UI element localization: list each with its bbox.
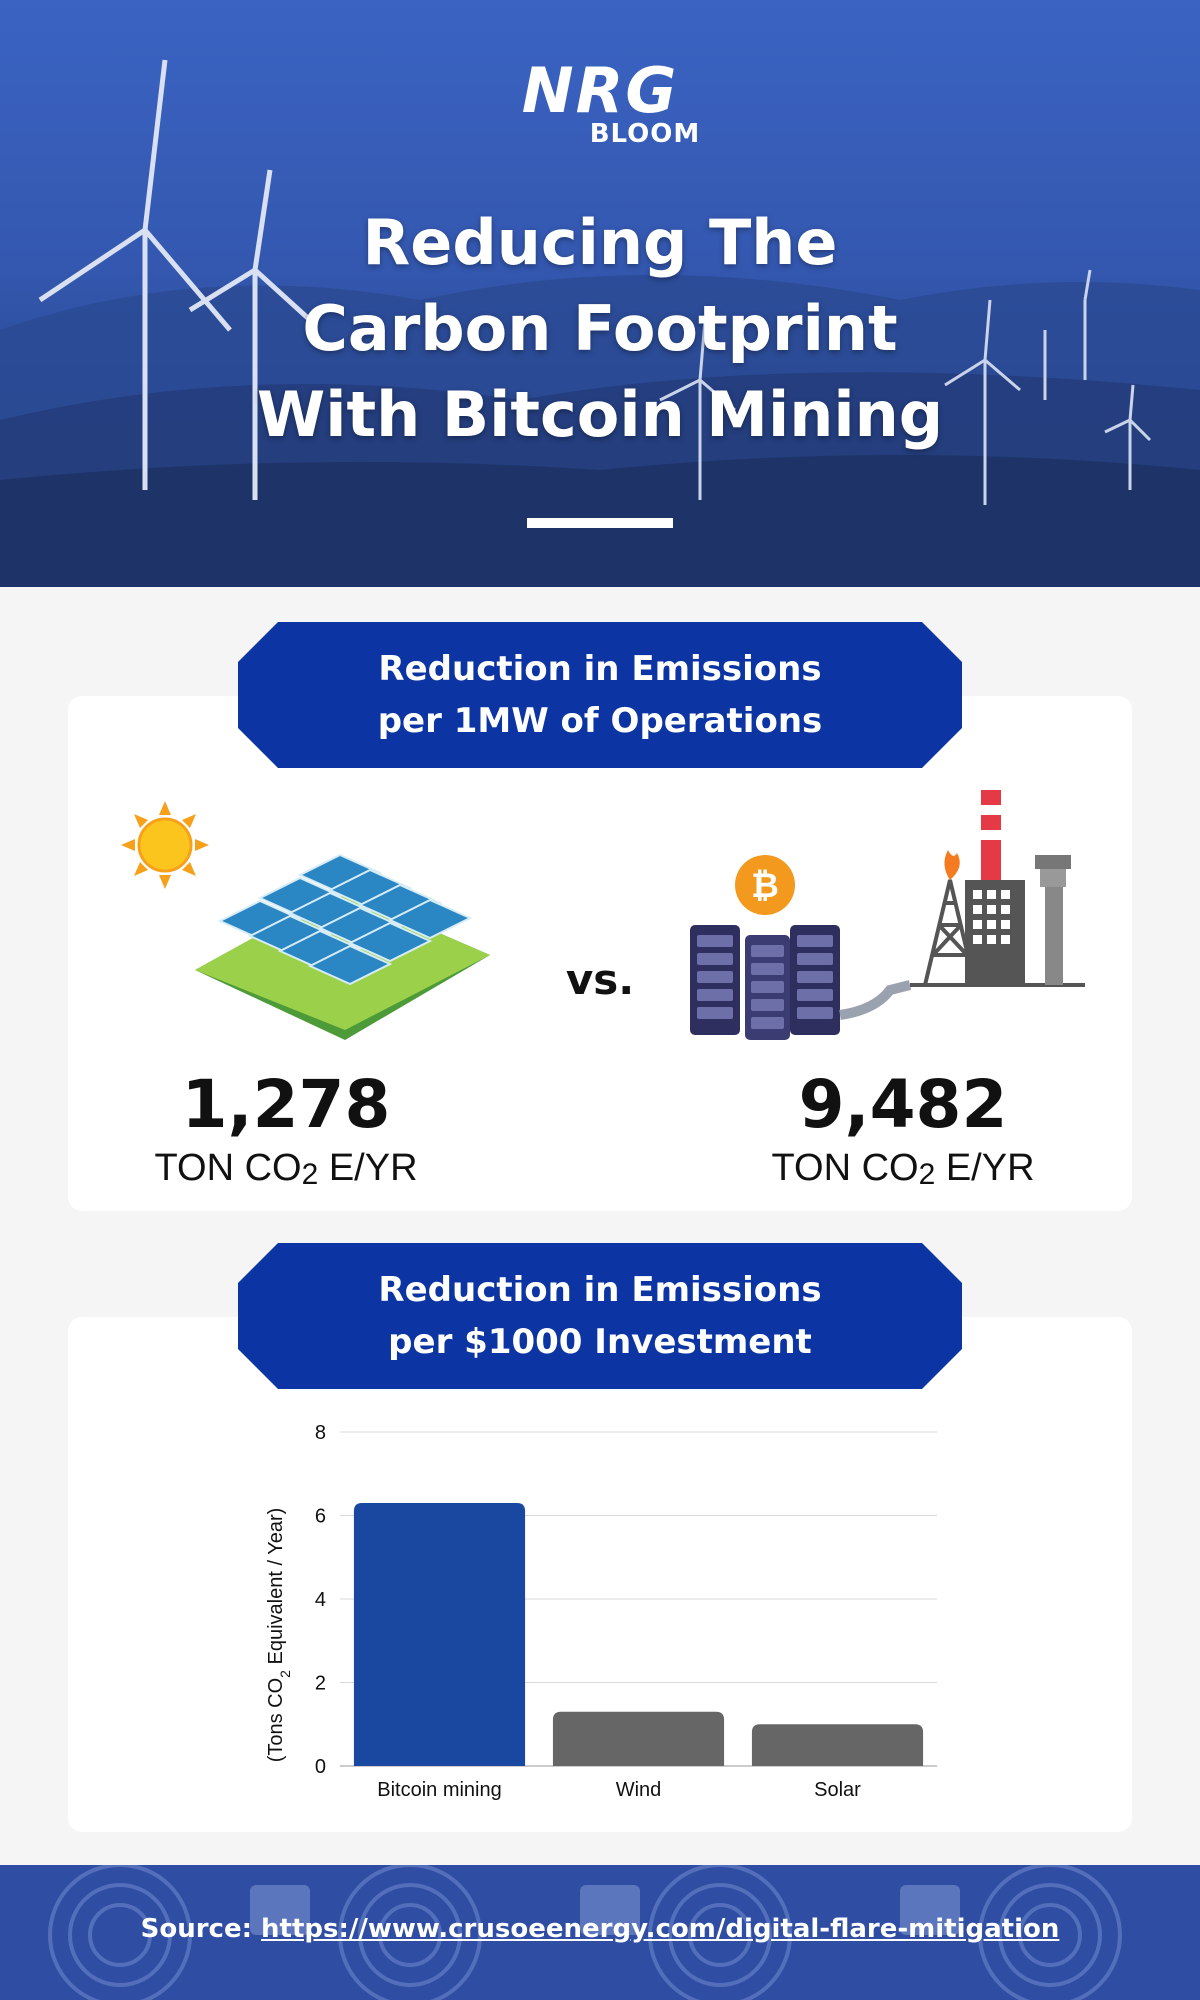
title-line-3: With Bitcoin Mining (256, 378, 944, 451)
source-citation: Source: https://www.crusoeenergy.com/dig… (0, 1914, 1200, 1944)
nrg-bloom-logo: NRG BLOOM (0, 54, 1200, 149)
y-tick-label: 8 (315, 1422, 326, 1444)
banner-line-1: Reduction in Emissions (378, 1270, 822, 1310)
title-line-1: Reducing The (362, 206, 838, 279)
logo-sub-text: BLOOM (589, 119, 701, 149)
footer-section (0, 1865, 1200, 2000)
bitcoin-emissions-unit: TON CO2 E/YR (771, 1147, 1035, 1191)
banner-line-2: per $1000 Investment (388, 1322, 812, 1362)
per-mw-banner: Reduction in Emissions per 1MW of Operat… (238, 622, 962, 768)
mining-hardware-background (48, 1865, 1122, 2000)
title-underline (527, 518, 673, 528)
banner-line-2: per 1MW of Operations (377, 701, 823, 741)
bitcoin-emissions-value: 9,482 (798, 1066, 1008, 1143)
versus-label: vs. (565, 955, 635, 1004)
banner-line-1: Reduction in Emissions (378, 649, 822, 689)
page-title: Reducing The Carbon Footprint With Bitco… (0, 200, 1200, 458)
x-category-label: Solar (814, 1779, 861, 1801)
bar-wind (552, 1711, 725, 1766)
per-investment-banner: Reduction in Emissions per $1000 Investm… (238, 1243, 962, 1389)
solar-emissions-value: 1,278 (181, 1066, 391, 1143)
bar-solar (751, 1724, 924, 1766)
solar-emissions-unit: TON CO2 E/YR (154, 1147, 418, 1191)
source-link[interactable]: https://www.crusoeenergy.com/digital-fla… (261, 1914, 1060, 1944)
x-category-label: Bitcoin mining (377, 1779, 502, 1801)
bitcoin-icon: ₿ (735, 855, 795, 915)
sun-icon (121, 801, 209, 889)
y-axis-label: (Tons CO2 Equivalent / Year) (265, 1508, 293, 1763)
bar-bitcoin-mining (353, 1502, 526, 1766)
bitcoin-flare-mining-icon: ₿ (690, 790, 1085, 1040)
y-tick-label: 4 (315, 1589, 326, 1611)
source-label: Source: (140, 1914, 262, 1944)
title-line-2: Carbon Footprint (302, 292, 898, 365)
solar-farm-icon (121, 801, 490, 1040)
y-tick-label: 6 (315, 1506, 326, 1528)
logo-main-text: NRG (521, 54, 679, 127)
emissions-bar-chart: (Tons CO2 Equivalent / Year) 0 2 4 6 8 Bitcoi… (265, 1422, 937, 1801)
factory-icon (965, 790, 1071, 985)
y-tick-label: 0 (315, 1756, 326, 1778)
server-rack-icon (690, 925, 840, 1040)
x-category-label: Wind (616, 1779, 662, 1801)
hero-section: NRG BLOOM Reducing The Carbon Footprint … (0, 0, 1200, 587)
y-tick-label: 2 (315, 1673, 326, 1695)
svg-text:₿: ₿ (751, 866, 779, 906)
wind-farm-background (0, 59, 1200, 587)
